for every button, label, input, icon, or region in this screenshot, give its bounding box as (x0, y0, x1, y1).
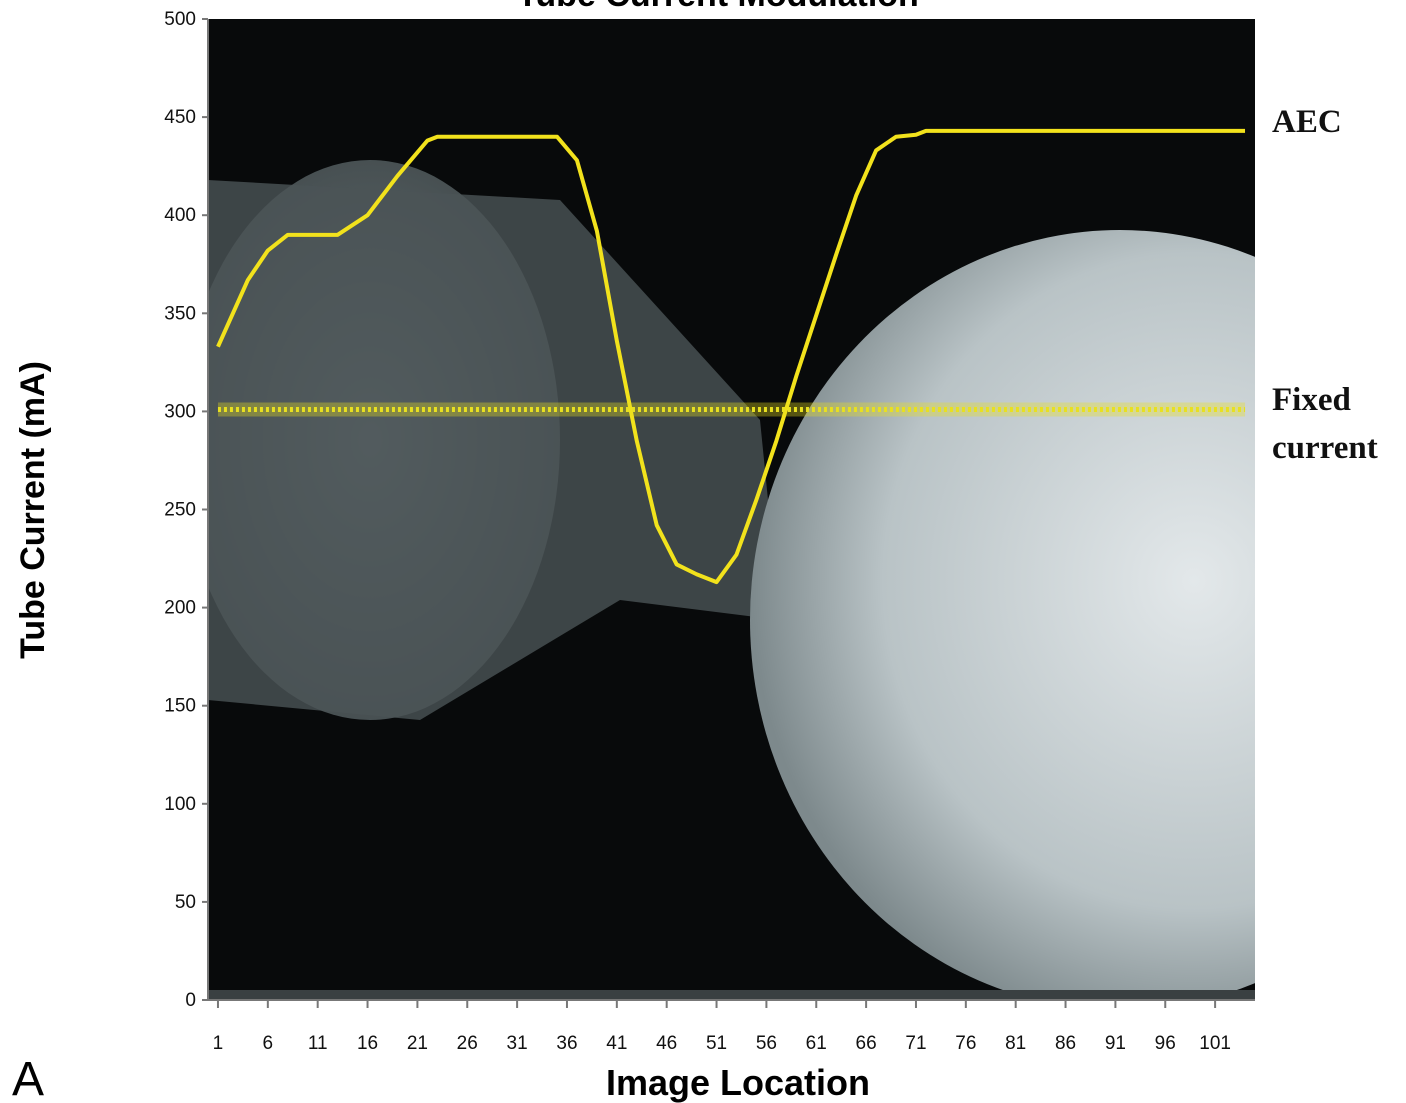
x-tick-label: 66 (856, 1033, 877, 1054)
x-tick-label: 1 (213, 1033, 224, 1054)
x-tick-label: 91 (1105, 1033, 1126, 1054)
x-tick-label: 51 (706, 1033, 727, 1054)
y-tick-label: 350 (164, 303, 196, 324)
x-tick-label: 36 (556, 1033, 577, 1054)
x-axis-title: Image Location (606, 1062, 870, 1103)
x-tick-label: 56 (756, 1033, 777, 1054)
panel-label: A (12, 1053, 44, 1103)
x-tick-label: 6 (263, 1033, 274, 1054)
y-tick-label: 250 (164, 500, 196, 521)
x-tick-label: 101 (1199, 1033, 1231, 1054)
page: Tube Current Modulation Image Location T… (0, 0, 1406, 1103)
legend-label: AEC (1272, 98, 1402, 146)
x-tick-label: 41 (606, 1033, 627, 1054)
xray-background (180, 19, 1406, 1010)
y-tick-label: 0 (185, 990, 196, 1011)
y-tick-label: 100 (164, 794, 196, 815)
x-tick-label: 86 (1055, 1033, 1076, 1054)
y-tick-label: 450 (164, 107, 196, 128)
legend-label: Fixed current (1272, 376, 1402, 472)
y-tick-label: 50 (175, 892, 196, 913)
x-tick-label: 76 (955, 1033, 976, 1054)
x-tick-label: 61 (806, 1033, 827, 1054)
x-tick-label: 26 (457, 1033, 478, 1054)
y-tick-label: 300 (164, 401, 196, 422)
chart-title: Tube Current Modulation (517, 0, 919, 14)
chart: Tube Current Modulation Image Location T… (0, 0, 1406, 1103)
x-tick-label: 96 (1155, 1033, 1176, 1054)
x-tick-label: 16 (357, 1033, 378, 1054)
x-tick-label: 46 (656, 1033, 677, 1054)
y-tick-label: 150 (164, 696, 196, 717)
x-tick-label: 11 (308, 1033, 328, 1054)
x-tick-label: 21 (407, 1033, 428, 1054)
x-tick-label: 71 (905, 1033, 926, 1054)
y-tick-label: 400 (164, 205, 196, 226)
y-tick-label: 200 (164, 598, 196, 619)
x-tick-label: 81 (1005, 1033, 1026, 1054)
y-axis-title: Tube Current (mA) (14, 361, 52, 659)
x-tick-label: 31 (507, 1033, 528, 1054)
y-tick-label: 500 (164, 9, 196, 30)
